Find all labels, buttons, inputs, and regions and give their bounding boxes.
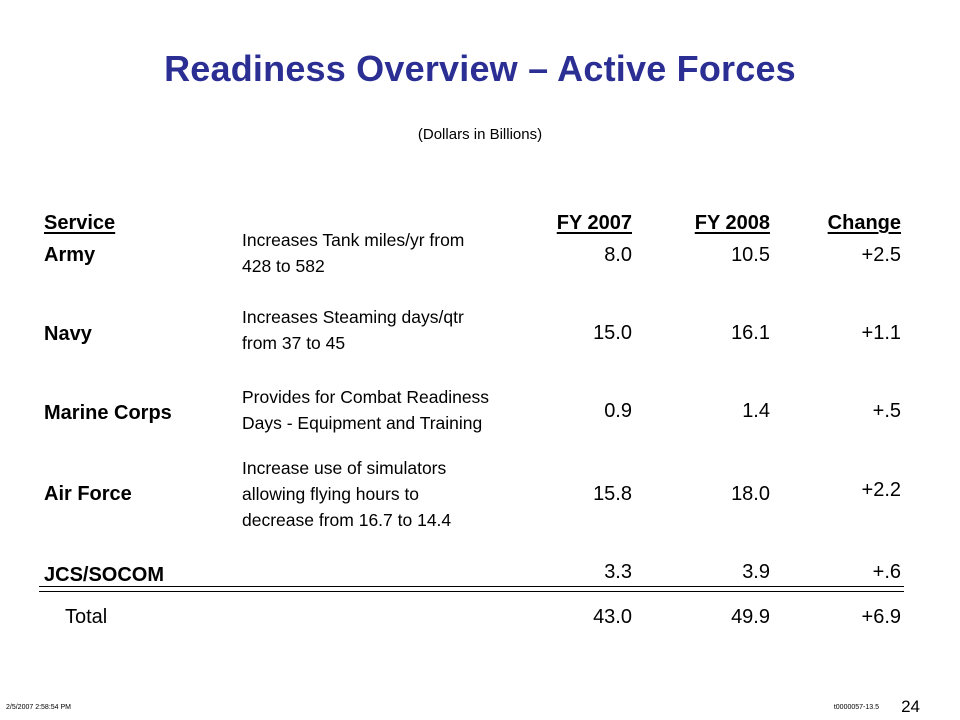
total-fy2007: 43.0 xyxy=(593,606,632,628)
row-army-service: Army xyxy=(44,244,96,266)
row-army-fy2008: 10.5 xyxy=(731,244,770,266)
header-service: Service xyxy=(44,212,116,234)
description-line: allowing flying hours to xyxy=(242,484,420,504)
total-fy2008: 49.9 xyxy=(731,606,770,628)
total-label: Total xyxy=(65,606,108,628)
total-divider-top xyxy=(39,586,904,587)
row-marine-corps-service: Marine Corps xyxy=(44,402,172,424)
description-line: 428 to 582 xyxy=(242,256,325,276)
row-jcs-socom-fy2008: 3.9 xyxy=(742,561,770,583)
row-army-fy2007: 8.0 xyxy=(604,244,632,266)
footer-document-code: t0000057-13.5 xyxy=(833,704,879,711)
row-marine-corps-fy2008: 1.4 xyxy=(742,400,770,422)
header-change: Change xyxy=(827,212,901,234)
footer-timestamp: 2/5/2007 2:58:54 PM xyxy=(6,704,71,711)
description-line: Increase use of simulators xyxy=(242,458,447,478)
description-line: Increases Steaming days/qtr xyxy=(242,307,464,327)
description-line: Increases Tank miles/yr from xyxy=(242,230,465,250)
row-army-change: +2.5 xyxy=(861,244,901,266)
total-change: +6.9 xyxy=(861,606,901,628)
row-marine-corps-change: +.5 xyxy=(872,400,901,422)
row-navy-fy2008: 16.1 xyxy=(731,322,770,344)
header-fy2007: FY 2007 xyxy=(556,212,632,234)
total-divider-bottom xyxy=(39,591,904,592)
row-navy-fy2007: 15.0 xyxy=(593,322,632,344)
page-number: 24 xyxy=(901,697,920,716)
row-air-force-change: +2.2 xyxy=(861,479,901,501)
row-navy-description: Increases Steaming days/qtr from 37 to 4… xyxy=(242,304,552,356)
description-line: Provides for Combat Readiness xyxy=(242,387,490,407)
row-navy-service: Navy xyxy=(44,323,92,345)
row-jcs-socom-service: JCS/SOCOM xyxy=(44,564,165,586)
row-air-force-service: Air Force xyxy=(44,483,132,505)
row-air-force-description: Increase use of simulators allowing flyi… xyxy=(242,455,552,533)
description-line: from 37 to 45 xyxy=(242,333,346,353)
description-line: Days - Equipment and Training xyxy=(242,413,483,433)
units-subtitle: (Dollars in Billions) xyxy=(417,126,543,143)
row-jcs-socom-fy2007: 3.3 xyxy=(604,561,632,583)
row-marine-corps-fy2007: 0.9 xyxy=(604,400,632,422)
description-line: decrease from 16.7 to 14.4 xyxy=(242,510,452,530)
row-air-force-fy2008: 18.0 xyxy=(731,483,770,505)
row-jcs-socom-change: +.6 xyxy=(872,561,901,583)
page-title: Readiness Overview – Active Forces xyxy=(164,48,796,89)
row-navy-change: +1.1 xyxy=(861,322,901,344)
header-fy2008: FY 2008 xyxy=(694,212,770,234)
row-army-description: Increases Tank miles/yr from 428 to 582 xyxy=(242,227,552,279)
row-marine-corps-description: Provides for Combat Readiness Days - Equ… xyxy=(242,384,552,436)
row-air-force-fy2007: 15.8 xyxy=(593,483,632,505)
